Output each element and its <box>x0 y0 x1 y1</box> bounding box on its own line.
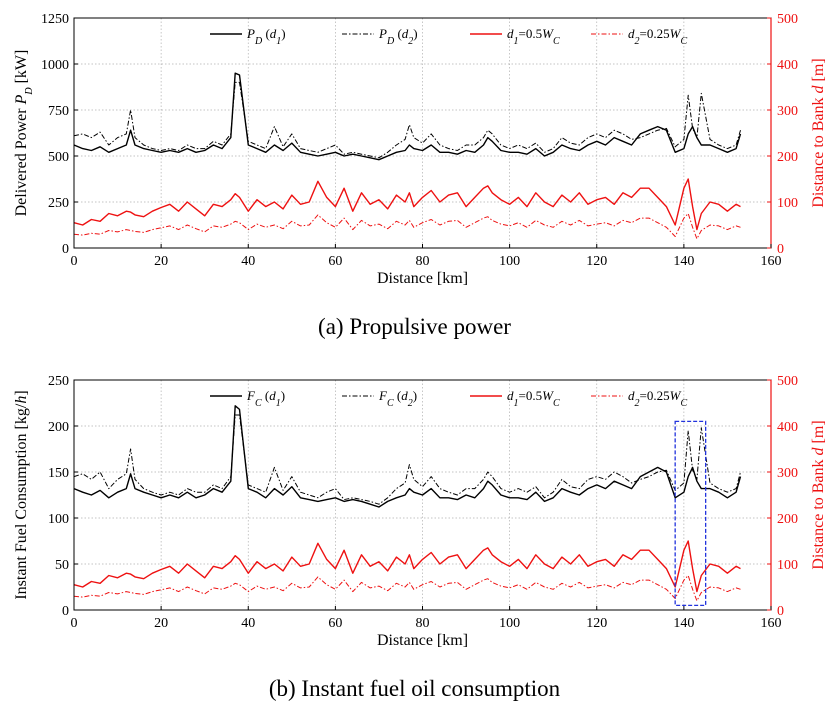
x-tick-label: 80 <box>416 254 430 269</box>
series-line-4 <box>73 213 741 240</box>
y-left-tick-label: 750 <box>48 104 69 119</box>
y-left-tick-label: 250 <box>48 196 69 211</box>
y-right-tick-label: 400 <box>777 58 798 73</box>
y-right-axis-label: Distance to Bank d [m] <box>810 58 827 207</box>
series-line-3 <box>73 178 741 231</box>
legend-label-1: PD (d1) <box>246 26 286 47</box>
y-left-tick-label: 200 <box>48 420 69 435</box>
legend-label-4: d2=0.25WC <box>628 388 687 409</box>
x-tick-label: 160 <box>761 254 782 269</box>
series-line-2 <box>73 414 741 505</box>
x-tick-label: 120 <box>586 254 607 269</box>
x-axis-label: Distance [km] <box>377 270 468 287</box>
x-tick-label: 40 <box>241 254 255 269</box>
plot-frame <box>73 17 772 249</box>
y-left-tick-label: 100 <box>48 512 69 527</box>
y-left-tick-label: 1000 <box>41 58 69 73</box>
x-tick-label: 60 <box>328 616 342 631</box>
x-tick-label: 140 <box>673 254 694 269</box>
y-left-axis-label: Delivered Power PD [kW] <box>13 50 35 217</box>
caption-b: (b) Instant fuel oil consumption <box>268 676 561 701</box>
series-line-4 <box>73 575 741 602</box>
series-line-2 <box>73 81 741 159</box>
legend-label-2: PD (d2) <box>378 26 418 47</box>
chart-panel-a: 0 20 40 60 80 100 120 140 1600250500750100012500… <box>13 12 827 287</box>
x-tick-label: 120 <box>586 616 607 631</box>
y-right-tick-label: 0 <box>777 242 784 257</box>
caption-a: (a) Propulsive power <box>318 314 511 339</box>
y-right-tick-label: 200 <box>777 512 798 527</box>
y-left-tick-label: 150 <box>48 466 69 481</box>
series-line-3 <box>73 540 741 593</box>
legend-label-1: FC (d1) <box>246 388 285 409</box>
x-tick-label: 0 <box>71 616 78 631</box>
x-tick-label: 140 <box>673 616 694 631</box>
y-left-tick-label: 1250 <box>41 12 69 27</box>
y-left-axis-label: Instant Fuel Consumption [kg/h] <box>13 390 30 599</box>
y-right-tick-label: 100 <box>777 196 798 211</box>
legend-label-2: FC (d2) <box>378 388 417 409</box>
x-tick-label: 0 <box>71 254 78 269</box>
y-right-axis-label: Distance to Bank d [m] <box>810 420 827 569</box>
x-tick-label: 40 <box>241 616 255 631</box>
legend-label-3: d1=0.5WC <box>507 388 560 409</box>
x-tick-label: 160 <box>761 616 782 631</box>
series-line-1 <box>73 72 742 161</box>
x-tick-label: 60 <box>328 254 342 269</box>
y-right-tick-label: 400 <box>777 420 798 435</box>
y-right-tick-label: 200 <box>777 150 798 165</box>
y-right-tick-label: 0 <box>777 604 784 619</box>
y-left-tick-label: 0 <box>62 242 69 257</box>
y-right-tick-label: 500 <box>777 374 798 389</box>
y-left-tick-label: 50 <box>55 558 69 573</box>
y-left-tick-label: 0 <box>62 604 69 619</box>
x-tick-label: 80 <box>416 616 430 631</box>
legend-label-3: d1=0.5WC <box>507 26 560 47</box>
legend-label-4: d2=0.25WC <box>628 26 687 47</box>
x-tick-label: 20 <box>154 616 168 631</box>
y-right-tick-label: 300 <box>777 104 798 119</box>
chart-panel-b: 0 20 40 60 80 100 120 140 1600501001502002500100… <box>13 374 827 649</box>
y-right-tick-label: 100 <box>777 558 798 573</box>
y-right-tick-label: 300 <box>777 466 798 481</box>
y-right-tick-label: 500 <box>777 12 798 27</box>
highlight-box <box>674 420 707 607</box>
x-tick-label: 100 <box>499 254 520 269</box>
series-line-1 <box>73 405 742 508</box>
x-axis-label: Distance [km] <box>377 632 468 649</box>
x-tick-label: 100 <box>499 616 520 631</box>
y-left-tick-label: 500 <box>48 150 69 165</box>
x-tick-label: 20 <box>154 254 168 269</box>
y-left-tick-label: 250 <box>48 374 69 389</box>
